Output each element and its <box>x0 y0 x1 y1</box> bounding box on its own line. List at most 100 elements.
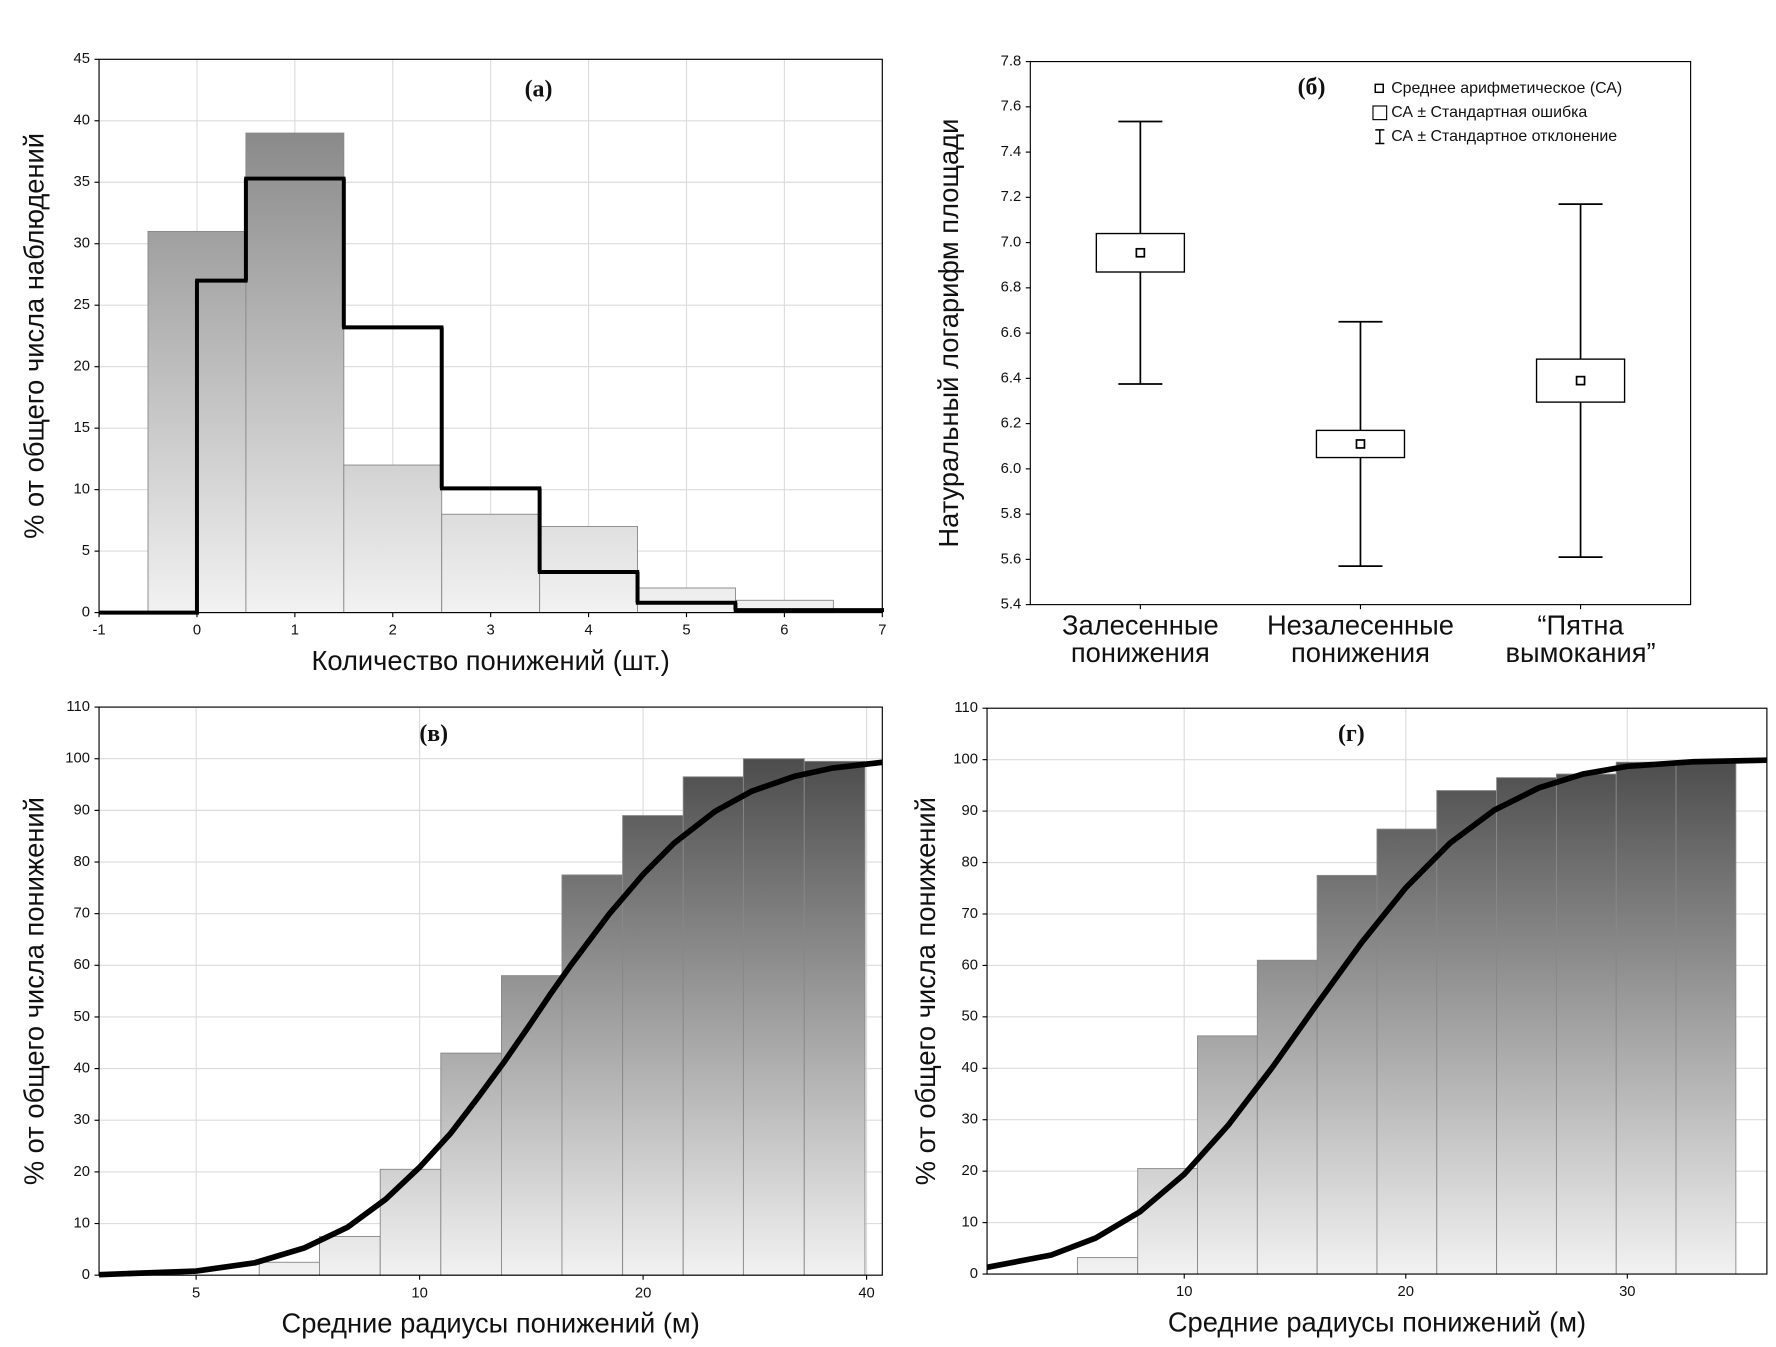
plot-frame <box>98 58 883 614</box>
bar <box>539 526 638 614</box>
y-tick-label: 80 <box>73 854 89 870</box>
plot-frame <box>1029 61 1692 606</box>
y-tick-label: 5 <box>82 543 90 559</box>
bar <box>319 1235 381 1276</box>
y-tick-label: 110 <box>954 700 978 716</box>
bar <box>258 1261 320 1276</box>
y-tick-label: 60 <box>73 957 89 973</box>
mean-point <box>1355 439 1366 449</box>
bar <box>742 758 805 1276</box>
legend-symbol <box>1374 83 1384 94</box>
bar <box>343 464 443 614</box>
x-tick-label: 0 <box>193 623 201 639</box>
bar <box>561 874 624 1276</box>
x-tick-label: 10 <box>411 1285 427 1301</box>
x-tick-label: 1 <box>291 623 299 639</box>
y-tick-label: 10 <box>73 482 89 498</box>
legend-symbol <box>1372 105 1388 121</box>
y-tick-label: 0 <box>970 1266 978 1282</box>
y-axis-label: % от общего числа наблюдений <box>19 133 50 539</box>
x-tick-label: 40 <box>858 1285 874 1301</box>
legend-symbol <box>1375 129 1385 145</box>
x-category-label: Залесенные <box>1062 610 1219 641</box>
y-tick-label: 50 <box>73 1009 89 1025</box>
bar <box>1496 777 1557 1275</box>
bar <box>441 513 541 614</box>
x-category-label: Незалесенные <box>1267 610 1454 641</box>
legend-label: СА ± Стандартное отклонение <box>1391 128 1617 145</box>
bar <box>1436 790 1498 1275</box>
y-tick-label: 10 <box>73 1215 89 1231</box>
y-tick-label: 7.8 <box>1001 53 1022 69</box>
x-tick-label: 20 <box>635 1285 651 1301</box>
y-tick-label: 7.0 <box>1001 234 1022 250</box>
y-tick-label: 100 <box>953 752 978 768</box>
y-tick-label: 0 <box>82 604 90 620</box>
chart-title: (в) <box>419 721 448 747</box>
y-tick-label: 30 <box>73 1112 89 1128</box>
x-tick-label: 7 <box>878 623 886 639</box>
x-tick-label: 3 <box>487 623 495 639</box>
y-tick-label: 25 <box>73 297 89 313</box>
y-tick-label: 5.8 <box>1001 506 1022 522</box>
y-tick-label: 6.8 <box>1001 280 1022 296</box>
y-tick-label: 35 <box>73 174 89 190</box>
legend-label: Среднее арифметическое (СА) <box>1391 80 1622 97</box>
x-category-label: понижения <box>1071 637 1210 668</box>
x-tick-label: 10 <box>1176 1284 1192 1300</box>
bar <box>1197 1035 1258 1275</box>
x-category-label: понижения <box>1291 637 1430 668</box>
bar <box>1376 828 1438 1275</box>
x-tick-label: 6 <box>780 623 788 639</box>
fit-curve <box>98 759 883 1278</box>
legend-label: СА ± Стандартная ошибка <box>1391 104 1587 121</box>
y-tick-label: 6.0 <box>1001 461 1022 477</box>
y-tick-label: 7.6 <box>1001 99 1022 115</box>
y-tick-label: 60 <box>961 957 977 973</box>
y-tick-label: 5.4 <box>1001 597 1022 613</box>
x-tick-label: 20 <box>1398 1284 1414 1300</box>
y-tick-label: 6.4 <box>1001 370 1022 386</box>
x-tick-label: 5 <box>682 623 690 639</box>
x-axis-label: Количество понижений (шт.) <box>311 645 669 676</box>
bar <box>682 776 744 1276</box>
y-tick-label: 110 <box>66 699 90 715</box>
x-tick-label: 2 <box>389 623 397 639</box>
bar <box>1316 874 1378 1275</box>
mean-point <box>1575 375 1586 386</box>
y-tick-label: 0 <box>82 1267 90 1283</box>
bar <box>1256 959 1318 1275</box>
x-tick-label: 4 <box>584 623 592 639</box>
bar <box>1555 773 1617 1275</box>
bar <box>1076 1257 1139 1275</box>
bar <box>637 587 736 614</box>
y-tick-label: 70 <box>961 906 977 922</box>
x-axis-label: Средние радиусы понижений (м) <box>1168 1306 1586 1337</box>
plot-frame <box>98 706 883 1276</box>
x-tick-label: -1 <box>92 623 105 639</box>
fit-curve <box>986 757 1767 1271</box>
y-tick-label: 40 <box>73 113 89 129</box>
y-axis-label: Натуральный логарифм площади <box>933 119 964 548</box>
mean-point <box>1135 247 1146 258</box>
bar <box>1137 1168 1198 1275</box>
bar <box>1675 761 1737 1275</box>
y-axis-label: % от общего числа понижений <box>910 797 941 1185</box>
y-tick-label: 90 <box>961 803 977 819</box>
y-tick-label: 40 <box>73 1061 89 1077</box>
y-axis-label: % от общего числа понижений <box>19 797 50 1185</box>
y-tick-label: 6.2 <box>1001 416 1022 432</box>
y-tick-label: 20 <box>73 359 89 375</box>
x-tick-label: 5 <box>192 1285 200 1301</box>
chart-title: (б) <box>1298 74 1326 100</box>
x-category-label: вымокания” <box>1506 637 1656 668</box>
y-tick-label: 70 <box>73 906 89 922</box>
bar <box>245 132 345 614</box>
bar <box>379 1168 442 1276</box>
y-tick-label: 80 <box>961 854 977 870</box>
bar <box>1615 761 1677 1275</box>
y-tick-label: 6.6 <box>1001 325 1022 341</box>
